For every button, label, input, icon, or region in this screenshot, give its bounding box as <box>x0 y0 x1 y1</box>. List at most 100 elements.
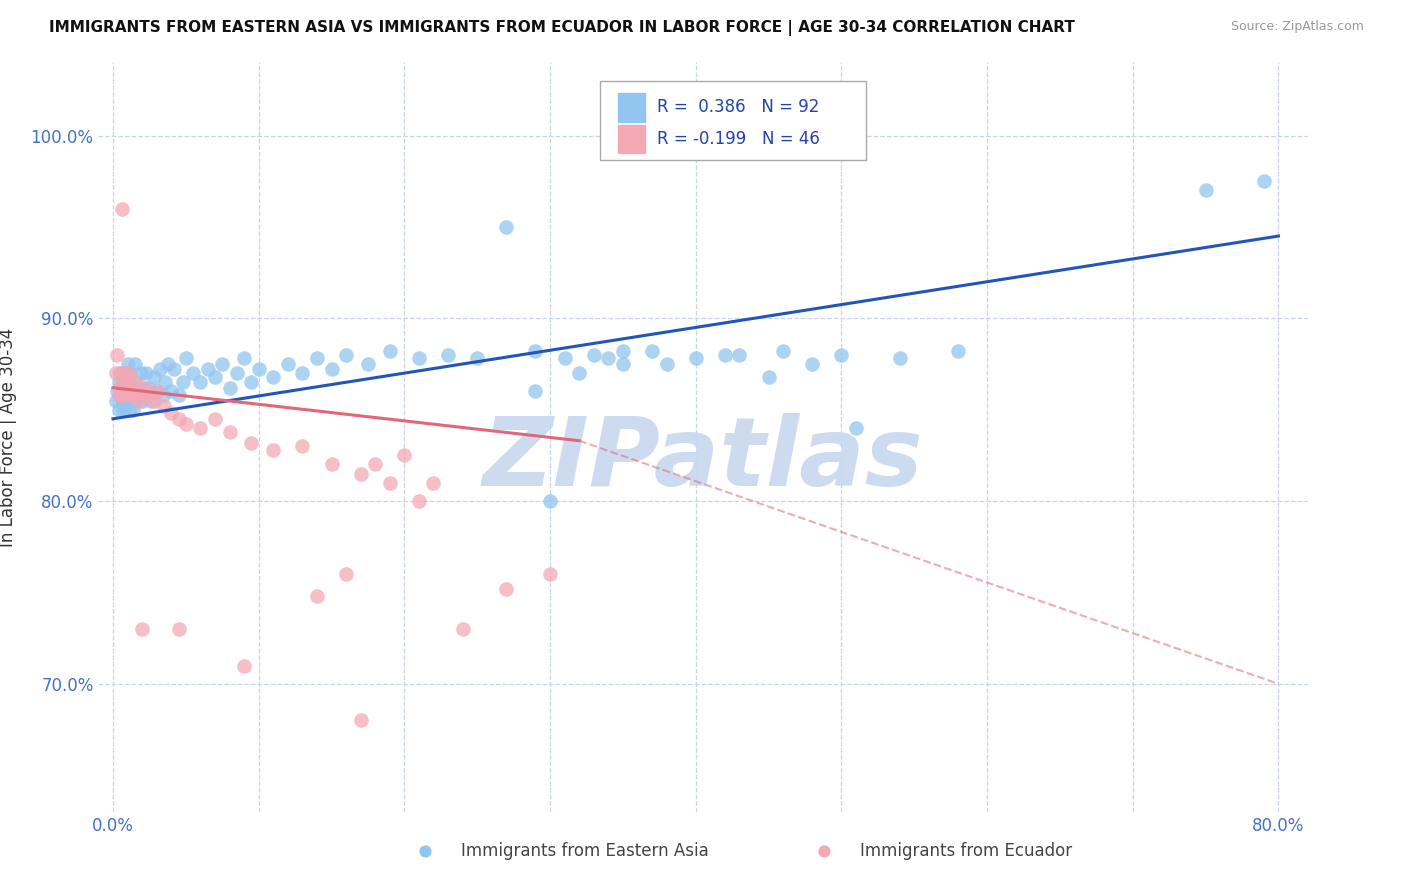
Point <box>422 475 444 490</box>
Point <box>204 369 226 384</box>
Point <box>157 357 180 371</box>
Point <box>350 714 373 728</box>
Point <box>538 567 561 582</box>
Point <box>612 344 634 359</box>
Point <box>111 393 134 408</box>
Point <box>321 458 343 472</box>
Point <box>495 582 517 596</box>
Point <box>714 348 737 362</box>
Point <box>174 351 197 366</box>
Point <box>612 357 634 371</box>
Point <box>197 362 219 376</box>
Point <box>134 388 156 402</box>
Point <box>335 567 357 582</box>
Point <box>451 622 474 636</box>
Point <box>889 351 911 366</box>
Point <box>128 384 150 399</box>
Point <box>167 622 190 636</box>
Point <box>110 381 132 395</box>
Point <box>145 384 167 399</box>
Point <box>262 369 284 384</box>
Point <box>167 412 190 426</box>
Point <box>728 348 751 362</box>
Point <box>153 399 176 413</box>
Point <box>127 388 149 402</box>
Point <box>495 219 517 234</box>
Point <box>118 366 141 380</box>
Point <box>524 344 547 359</box>
Point <box>772 344 794 359</box>
Point <box>163 362 186 376</box>
Point <box>124 357 146 371</box>
Point <box>120 393 142 408</box>
Point <box>131 393 153 408</box>
Text: Source: ZipAtlas.com: Source: ZipAtlas.com <box>1230 20 1364 33</box>
Point <box>262 442 284 457</box>
Text: Immigrants from Eastern Asia: Immigrants from Eastern Asia <box>461 842 709 860</box>
Bar <box>619 125 645 153</box>
Point <box>138 381 160 395</box>
Point <box>321 362 343 376</box>
Point <box>108 402 131 417</box>
Point <box>129 366 152 380</box>
Text: IMMIGRANTS FROM EASTERN ASIA VS IMMIGRANTS FROM ECUADOR IN LABOR FORCE | AGE 30-: IMMIGRANTS FROM EASTERN ASIA VS IMMIGRAN… <box>49 20 1076 36</box>
Point <box>124 381 146 395</box>
Point <box>131 622 153 636</box>
Point <box>641 344 664 359</box>
Point <box>437 348 460 362</box>
Point <box>801 357 824 371</box>
Point <box>104 366 127 380</box>
Point <box>120 366 142 380</box>
Point <box>181 366 204 380</box>
Point <box>142 393 165 408</box>
Point <box>112 376 135 390</box>
Point <box>465 351 488 366</box>
Point <box>291 439 314 453</box>
Text: ZIPatlas: ZIPatlas <box>482 413 924 506</box>
Point <box>122 381 145 395</box>
Point <box>135 366 157 380</box>
Point <box>108 376 131 390</box>
Point <box>117 357 139 371</box>
Point <box>830 348 852 362</box>
Point <box>554 351 576 366</box>
Point <box>139 393 162 408</box>
Point <box>1194 183 1216 197</box>
Point <box>233 658 256 673</box>
Point <box>408 494 430 508</box>
Point <box>132 381 155 395</box>
Point <box>845 421 868 435</box>
Point <box>190 421 212 435</box>
FancyBboxPatch shape <box>600 81 866 160</box>
Point <box>655 357 678 371</box>
Point <box>104 393 127 408</box>
Point <box>134 381 156 395</box>
Point <box>110 366 132 380</box>
Point <box>277 357 299 371</box>
Point <box>117 384 139 399</box>
Point <box>152 388 174 402</box>
Point <box>685 351 707 366</box>
Point <box>305 351 328 366</box>
Point <box>160 384 183 399</box>
Point <box>598 351 620 366</box>
Point <box>225 366 247 380</box>
Point <box>118 376 141 390</box>
Point <box>204 412 226 426</box>
Point <box>524 384 547 399</box>
Point <box>125 388 148 402</box>
Point <box>110 366 132 380</box>
Point <box>335 348 357 362</box>
Point <box>233 351 256 366</box>
Point <box>211 357 233 371</box>
Point <box>111 388 134 402</box>
Point <box>142 369 165 384</box>
Point <box>121 381 143 395</box>
Point <box>758 369 780 384</box>
Text: Immigrants from Ecuador: Immigrants from Ecuador <box>860 842 1073 860</box>
Point <box>1253 174 1275 188</box>
Point <box>172 376 194 390</box>
Point <box>582 348 605 362</box>
Point <box>946 344 969 359</box>
Text: R = -0.199   N = 46: R = -0.199 N = 46 <box>657 130 820 148</box>
